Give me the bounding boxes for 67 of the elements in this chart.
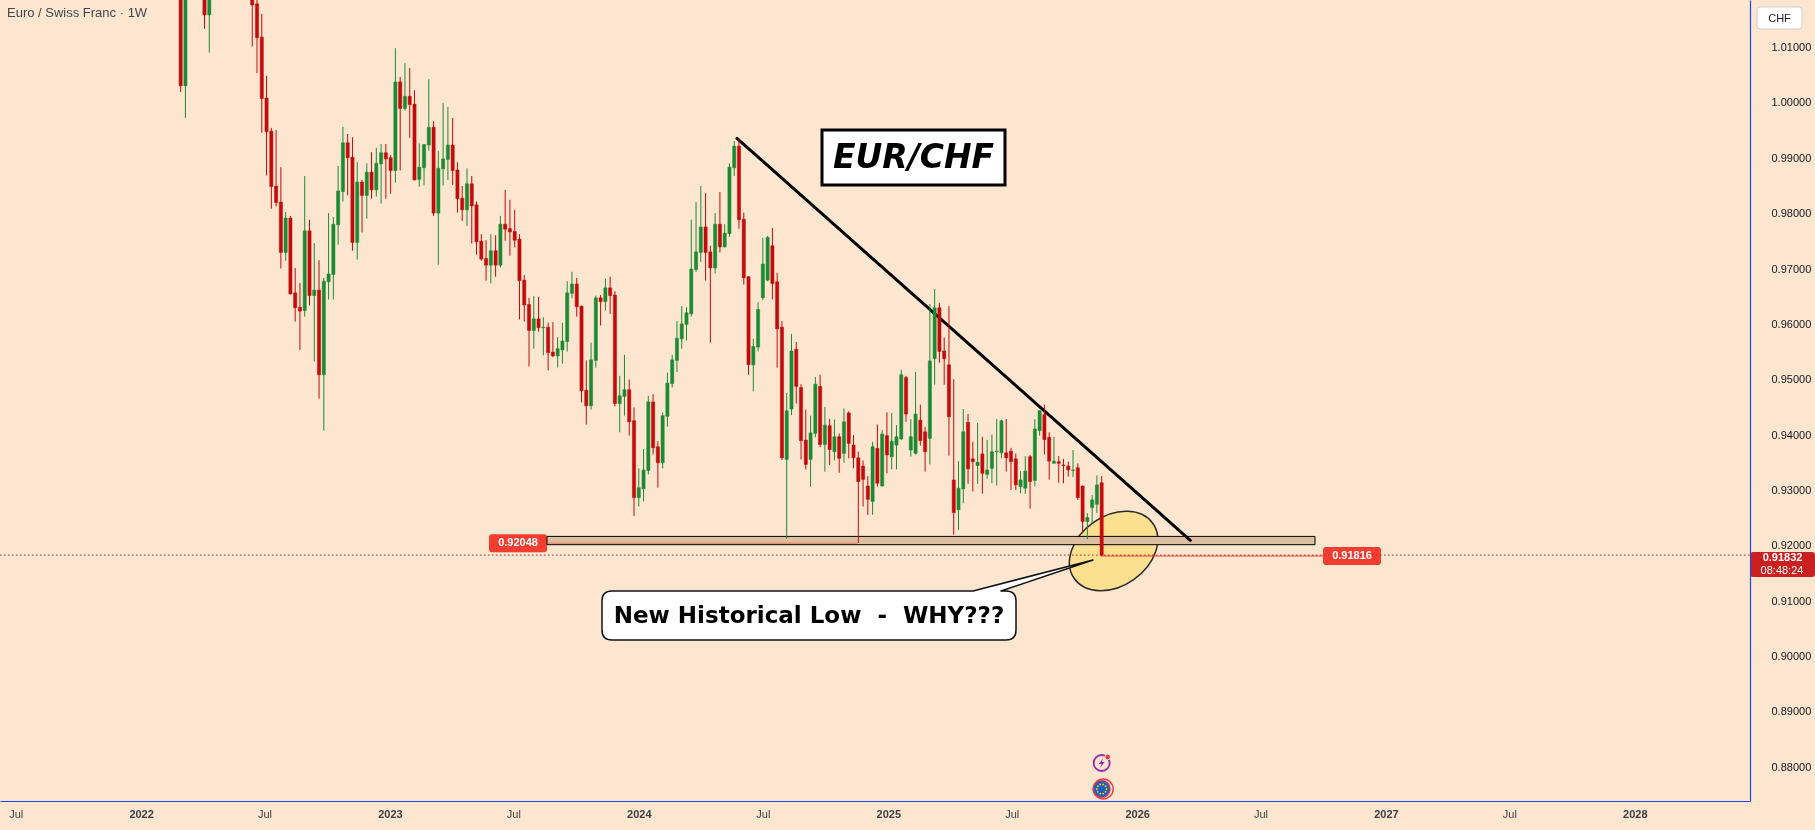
y-tick-label: 0.95000 bbox=[1771, 373, 1812, 386]
x-tick-label: 2022 bbox=[129, 807, 154, 820]
x-tick-label: 2026 bbox=[1125, 807, 1150, 820]
annotation: EUR/CHF bbox=[832, 137, 995, 176]
candlestick bbox=[837, 432, 842, 474]
ref-line-label: 0.91816 bbox=[1332, 548, 1372, 561]
x-tick-label: 2023 bbox=[378, 807, 403, 820]
candlestick bbox=[369, 151, 374, 200]
candlestick bbox=[312, 242, 317, 362]
x-tick-label: Jul bbox=[257, 807, 273, 820]
candlestick bbox=[832, 419, 837, 462]
candlestick bbox=[250, 0, 255, 47]
y-tick-label: 0.91000 bbox=[1771, 594, 1812, 607]
candlestick bbox=[403, 62, 407, 112]
y-tick-label: 1.00000 bbox=[1771, 96, 1812, 109]
x-tick-label: 2024 bbox=[627, 807, 653, 820]
candlestick bbox=[364, 162, 369, 220]
candlestick bbox=[536, 296, 541, 333]
candlestick bbox=[531, 295, 536, 350]
y-tick-label: 0.99000 bbox=[1771, 151, 1812, 164]
candlestick bbox=[985, 439, 989, 480]
x-tick-label: Jul bbox=[506, 807, 521, 820]
candlestick bbox=[541, 316, 546, 356]
candlestick bbox=[1052, 436, 1056, 464]
candlestick bbox=[202, 0, 207, 30]
y-axis-title: CHF bbox=[1768, 11, 1792, 24]
x-tick-label: 2028 bbox=[1623, 807, 1648, 820]
y-tick-label: 0.96000 bbox=[1771, 317, 1812, 330]
y-tick-label: 0.88000 bbox=[1771, 760, 1812, 773]
candlestick bbox=[975, 422, 980, 485]
y-tick-label: 1.01000 bbox=[1771, 41, 1812, 54]
x-tick-label: Jul bbox=[1502, 807, 1517, 820]
y-tick-label: 0.93000 bbox=[1771, 483, 1812, 496]
candlestick bbox=[598, 294, 603, 326]
x-tick-label: Jul bbox=[1005, 807, 1020, 820]
candlestick bbox=[827, 418, 832, 466]
candlestick bbox=[360, 179, 364, 233]
x-tick-label: 2027 bbox=[1374, 807, 1399, 820]
candlestick bbox=[417, 142, 422, 188]
x-tick-label: Jul bbox=[756, 807, 771, 820]
candlestick bbox=[207, 0, 212, 54]
y-tick-label: 0.94000 bbox=[1771, 428, 1812, 441]
chart-title: Euro / Swiss Franc · 1W bbox=[7, 5, 148, 20]
x-tick-label: Jul bbox=[1253, 807, 1269, 820]
y-tick-label: 0.92000 bbox=[1771, 539, 1812, 552]
y-tick-label: 0.90000 bbox=[1771, 650, 1812, 663]
candlestick bbox=[718, 191, 722, 253]
text: 08:48:24 bbox=[1760, 564, 1804, 576]
candlestick bbox=[823, 406, 827, 473]
candlestick bbox=[865, 475, 870, 516]
x-tick-label: Jul bbox=[9, 807, 24, 820]
y-tick-label: 0.97000 bbox=[1771, 262, 1812, 275]
candlestick bbox=[489, 233, 493, 284]
candlestick bbox=[503, 189, 508, 242]
candlestick bbox=[980, 436, 985, 495]
candlestick bbox=[493, 234, 498, 278]
x-tick-label: 2025 bbox=[876, 807, 902, 820]
y-tick-label: 0.89000 bbox=[1771, 705, 1812, 718]
candlestick bbox=[1056, 455, 1061, 484]
candlestick bbox=[1071, 449, 1075, 478]
annotation: New Historical Low - WHY??? bbox=[613, 602, 1005, 628]
ref-line-label: 0.91832 bbox=[1762, 551, 1803, 564]
candlestick bbox=[603, 277, 608, 312]
candlestick bbox=[885, 411, 889, 474]
y-tick-label: 0.98000 bbox=[1771, 207, 1812, 220]
ref-line-label: 0.92048 bbox=[498, 536, 538, 549]
candlestick bbox=[1004, 418, 1009, 473]
